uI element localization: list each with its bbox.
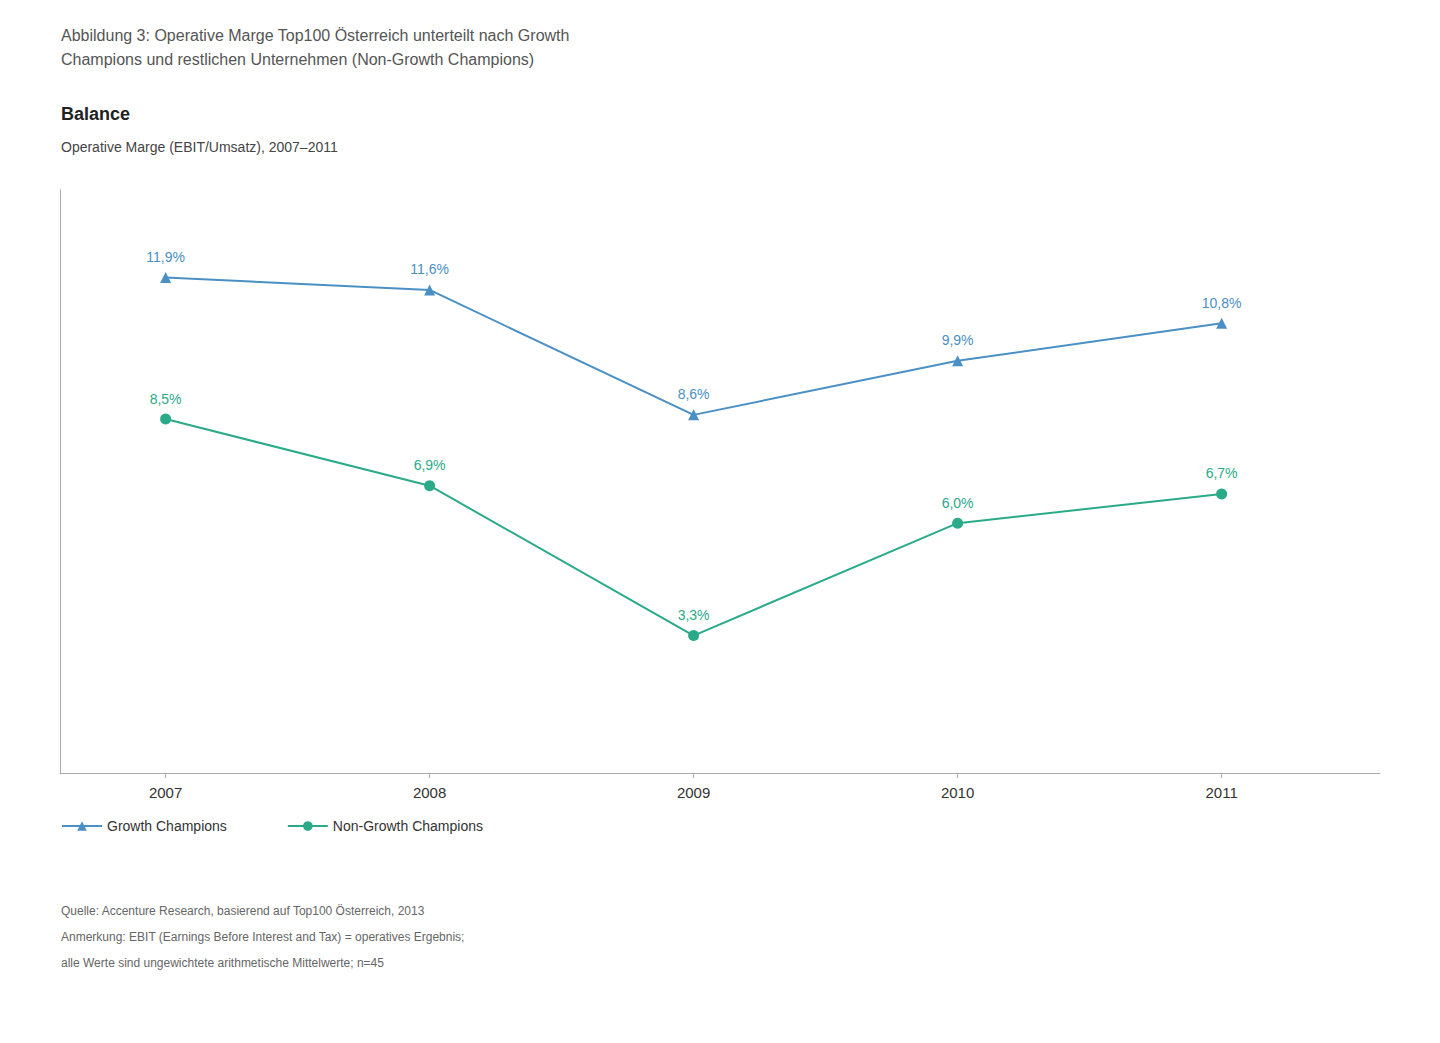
- svg-text:2007: 2007: [149, 784, 182, 801]
- svg-text:8,5%: 8,5%: [150, 391, 182, 407]
- svg-text:2010: 2010: [941, 784, 974, 801]
- svg-text:6,0%: 6,0%: [942, 495, 974, 511]
- svg-text:2008: 2008: [413, 784, 446, 801]
- svg-text:6,7%: 6,7%: [1206, 465, 1238, 481]
- svg-text:Growth Champions: Growth Champions: [107, 818, 227, 834]
- svg-text:Quelle: Accenture Research, ba: Quelle: Accenture Research, basierend au…: [61, 904, 425, 918]
- svg-text:11,6%: 11,6%: [410, 261, 449, 277]
- svg-text:11,9%: 11,9%: [146, 249, 185, 265]
- svg-text:9,9%: 9,9%: [942, 332, 974, 348]
- svg-text:Champions und restlichen Unter: Champions und restlichen Unternehmen (No…: [61, 51, 534, 68]
- svg-text:8,6%: 8,6%: [678, 386, 710, 402]
- svg-text:6,9%: 6,9%: [414, 457, 446, 473]
- svg-text:alle Werte sind ungewichtete a: alle Werte sind ungewichtete arithmetisc…: [61, 956, 384, 970]
- svg-text:Non-Growth Champions: Non-Growth Champions: [333, 818, 483, 834]
- svg-text:3,3%: 3,3%: [678, 607, 710, 623]
- svg-text:10,8%: 10,8%: [1202, 295, 1242, 311]
- svg-text:Abbildung 3: Operative Marge T: Abbildung 3: Operative Marge Top100 Öste…: [61, 27, 569, 44]
- svg-text:2009: 2009: [677, 784, 710, 801]
- svg-text:Anmerkung: EBIT (Earnings Befo: Anmerkung: EBIT (Earnings Before Interes…: [61, 930, 464, 944]
- svg-text:Balance: Balance: [61, 104, 130, 124]
- svg-text:Operative Marge (EBIT/Umsatz),: Operative Marge (EBIT/Umsatz), 2007–2011: [61, 139, 338, 155]
- svg-text:2011: 2011: [1205, 784, 1237, 801]
